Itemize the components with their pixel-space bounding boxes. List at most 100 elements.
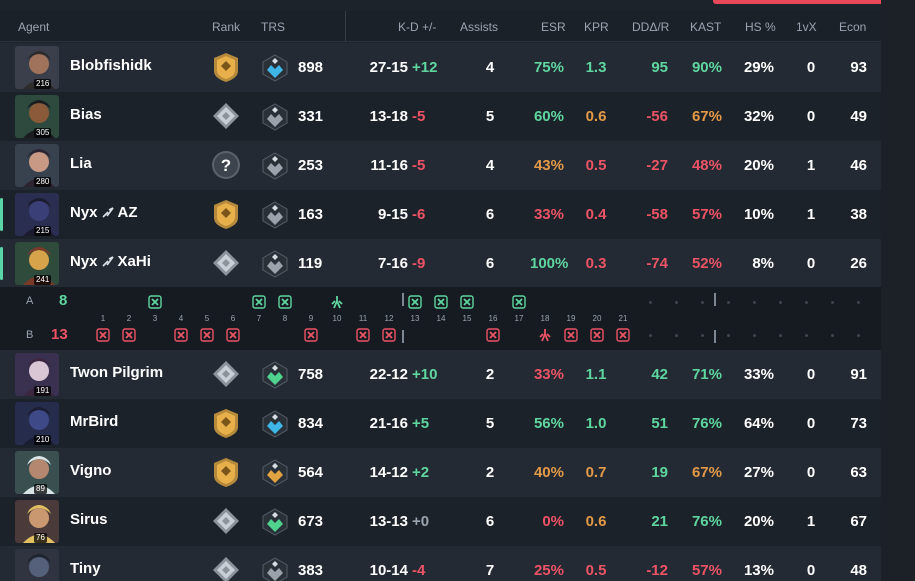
svg-text:?: ? <box>221 156 231 175</box>
header-trs[interactable]: TRS <box>261 20 285 34</box>
round-number: 1 <box>100 314 106 323</box>
elimination-win-icon[interactable] <box>408 295 422 309</box>
round-number: 5 <box>204 314 210 323</box>
player-row[interactable]: 215 Nyx AZ 163 -6 9-15 6 33% 0.4 -58 57% 10% 1 38 <box>0 190 881 239</box>
player-row[interactable]: 210 MrBird 834 +5 21-16 5 56% 1.0 51 76% 64% 0 73 <box>0 399 881 448</box>
plus-minus-value: +2 <box>412 464 430 481</box>
player-name-link[interactable]: Bias <box>70 106 102 123</box>
elimination-win-icon[interactable] <box>278 295 292 309</box>
elimination-win-icon[interactable] <box>486 328 500 342</box>
player-name-link[interactable]: Sirus <box>70 511 108 528</box>
plus-minus-value: -4 <box>412 562 426 579</box>
unplayed-round-dot <box>649 334 652 337</box>
elimination-win-icon[interactable] <box>616 328 630 342</box>
player-name-link[interactable]: Vigno <box>70 462 111 479</box>
elimination-win-icon[interactable] <box>460 295 474 309</box>
hs-value: 20% <box>743 157 774 174</box>
player-name-link[interactable]: Twon Pilgrim <box>70 364 163 381</box>
half-marker <box>402 293 404 306</box>
header-esr[interactable]: ESR <box>541 20 566 34</box>
player-name-link[interactable]: MrBird <box>70 413 118 430</box>
econ-value: 91 <box>850 366 867 383</box>
elimination-win-icon[interactable] <box>512 295 526 309</box>
player-row[interactable]: 191 Twon Pilgrim 758 +10 22-12 2 33% 1.1 42 71% 33… <box>0 350 881 399</box>
player-row[interactable]: 241 Nyx XaHi 119 -9 7-16 6 100% 0.3 -74 52% 8% 0 26 <box>0 239 881 288</box>
agent-avatar: 216 <box>15 46 59 89</box>
elimination-win-icon[interactable] <box>590 328 604 342</box>
gold-rank-icon <box>210 51 242 83</box>
gray-trs-icon <box>260 200 290 230</box>
elimination-win-icon[interactable] <box>174 328 188 342</box>
kpr-value: 0.5 <box>585 157 607 174</box>
unplayed-round-dot <box>857 334 860 337</box>
elimination-win-icon[interactable] <box>434 295 448 309</box>
player-row[interactable]: 89 Vigno 564 +2 14-12 2 40% 0.7 19 67% 27% 0 63 <box>0 448 881 497</box>
econ-value: 63 <box>850 464 867 481</box>
player-name-link[interactable]: Blobfishidk <box>70 57 152 74</box>
kast-value: 90% <box>691 59 722 76</box>
defuse-win-icon[interactable] <box>330 295 344 309</box>
elimination-win-icon[interactable] <box>96 328 110 342</box>
hs-value: 29% <box>743 59 774 76</box>
onevx-value: 0 <box>806 108 816 125</box>
party-link-icon <box>101 206 114 220</box>
header-kpr[interactable]: KPR <box>584 20 609 34</box>
player-row[interactable]: 305 Bias 331 -5 13-18 5 60% 0.6 -56 67% 32% 0 49 <box>0 92 881 141</box>
unplayed-round-dot <box>701 334 704 337</box>
elimination-win-icon[interactable] <box>226 328 240 342</box>
player-name-link[interactable]: Nyx XaHi <box>70 253 151 270</box>
header-1vx[interactable]: 1vX <box>796 20 817 34</box>
assists-value: 4 <box>485 157 495 174</box>
player-tag: AZ <box>117 204 138 221</box>
elimination-win-icon[interactable] <box>382 328 396 342</box>
round-number: 11 <box>358 314 368 323</box>
defuse-win-icon[interactable] <box>538 328 552 342</box>
green-trs-icon <box>260 360 290 390</box>
dda-value: 95 <box>651 59 668 76</box>
header-dda[interactable]: DDΔ/R <box>632 20 670 34</box>
account-level: 241 <box>34 275 52 285</box>
elimination-win-icon[interactable] <box>564 328 578 342</box>
agent-avatar: 305 <box>15 95 59 138</box>
round-number: 10 <box>332 314 342 323</box>
kd-value: 9-15 <box>377 206 408 223</box>
hs-value: 20% <box>743 513 774 530</box>
header-kast[interactable]: KAST <box>690 20 722 34</box>
account-level: 280 <box>34 177 52 187</box>
team-a-label: A <box>26 295 34 307</box>
scoreboard: Agent Rank TRS K-D +/- Assists ESR KPR D… <box>0 0 881 581</box>
round-number: 16 <box>488 314 498 323</box>
header-econ[interactable]: Econ <box>839 20 867 34</box>
round-number: 20 <box>592 314 602 323</box>
header-assists[interactable]: Assists <box>460 20 499 34</box>
elimination-win-icon[interactable] <box>148 295 162 309</box>
player-name: Vigno <box>70 462 112 479</box>
player-name-link[interactable]: Nyx AZ <box>70 204 138 221</box>
kd-value: 14-12 <box>369 464 408 481</box>
elimination-win-icon[interactable] <box>122 328 136 342</box>
header-kd[interactable]: K-D +/- <box>398 20 437 34</box>
player-row[interactable]: 280 Lia? 253 -5 11-16 4 43% 0.5 -27 48% 20% 1 46 <box>0 141 881 190</box>
player-row[interactable]: Tiny 383 -4 10-14 7 25% 0.5 -12 57% 13% 0 48 <box>0 546 881 581</box>
header-rank[interactable]: Rank <box>212 20 241 34</box>
elimination-win-icon[interactable] <box>356 328 370 342</box>
kd-value: 7-16 <box>377 255 408 272</box>
agent-avatar: 76 <box>15 500 59 543</box>
player-row[interactable]: 76 Sirus 673 +0 13-13 6 0% 0.6 21 76% 20% 1 67 <box>0 497 881 546</box>
elimination-win-icon[interactable] <box>200 328 214 342</box>
assists-value: 2 <box>485 464 495 481</box>
player-row[interactable]: 216 Blobfishidk 898 +12 27-15 4 75% 1.3 95 90% 29%… <box>0 43 881 92</box>
plus-minus-value: -9 <box>412 255 426 272</box>
header-hs[interactable]: HS % <box>745 20 776 34</box>
elimination-win-icon[interactable] <box>252 295 266 309</box>
dda-value: 42 <box>651 366 668 383</box>
header-agent[interactable]: Agent <box>18 20 50 34</box>
agent-avatar <box>15 549 59 581</box>
player-name: Tiny <box>70 560 101 577</box>
kast-value: 76% <box>691 415 722 432</box>
elimination-win-icon[interactable] <box>304 328 318 342</box>
onevx-value: 0 <box>806 464 816 481</box>
kast-value: 48% <box>691 157 722 174</box>
player-name-link[interactable]: Lia <box>70 155 92 172</box>
player-name-link[interactable]: Tiny <box>70 560 101 577</box>
